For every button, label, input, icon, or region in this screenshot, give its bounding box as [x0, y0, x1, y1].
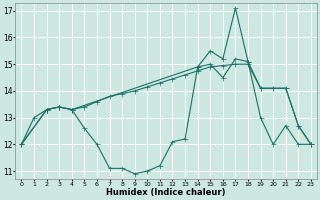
X-axis label: Humidex (Indice chaleur): Humidex (Indice chaleur)	[107, 188, 226, 197]
